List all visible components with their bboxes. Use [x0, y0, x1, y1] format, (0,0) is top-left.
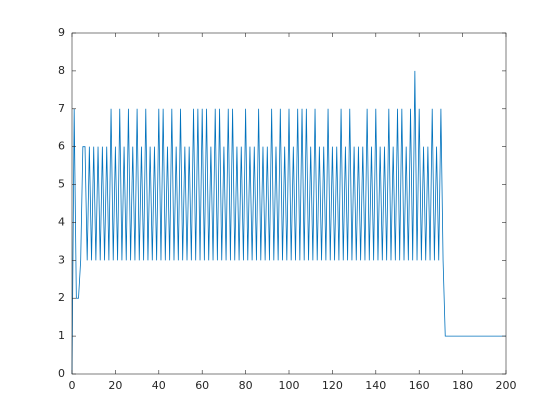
- y-tick-label: 2: [58, 291, 65, 304]
- x-tick-label: 0: [69, 379, 76, 392]
- y-tick-label: 0: [58, 367, 65, 380]
- x-tick-label: 120: [322, 379, 343, 392]
- x-tick-label: 180: [452, 379, 473, 392]
- x-tick-label: 140: [365, 379, 386, 392]
- x-tick-label: 100: [279, 379, 300, 392]
- x-tick-label: 160: [409, 379, 430, 392]
- x-tick-label: 60: [195, 379, 209, 392]
- x-tick-label: 200: [496, 379, 517, 392]
- y-tick-label: 6: [58, 140, 65, 153]
- y-tick-label: 7: [58, 102, 65, 115]
- y-tick-label: 8: [58, 64, 65, 77]
- y-tick-label: 3: [58, 253, 65, 266]
- y-tick-label: 5: [58, 178, 65, 191]
- y-tick-label: 4: [58, 215, 65, 228]
- y-tick-label: 9: [58, 26, 65, 39]
- y-tick-label: 1: [58, 329, 65, 342]
- data-line: [71, 70, 506, 375]
- x-tick-label: 20: [108, 379, 122, 392]
- x-tick-label: 40: [152, 379, 166, 392]
- x-tick-label: 80: [239, 379, 253, 392]
